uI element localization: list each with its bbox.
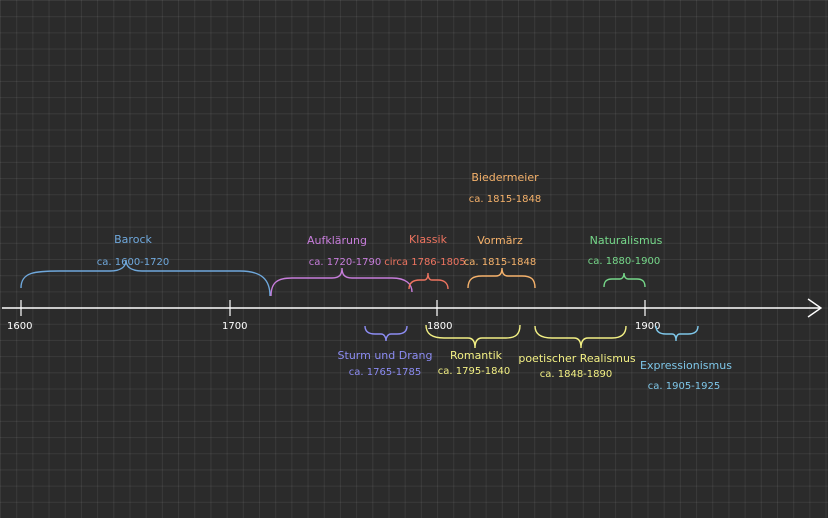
tick-label-1600: 1600: [7, 321, 32, 332]
romantik-range: ca. 1795-1840: [438, 366, 511, 377]
poetischer-realismus-name: poetischer Realismus: [518, 352, 636, 365]
aufklaerung-brace: [270, 267, 413, 297]
sturm-und-drang-name: Sturm und Drang: [338, 349, 433, 362]
naturalismus-name: Naturalismus: [590, 234, 663, 247]
aufklaerung-range: ca. 1720-1790: [309, 257, 382, 268]
sturm-und-drang-brace: [364, 325, 408, 342]
vormaerz-name: Vormärz: [477, 234, 523, 247]
expressionismus-name: Expressionismus: [640, 359, 732, 372]
aufklaerung-name: Aufklärung: [307, 234, 367, 247]
barock-range: ca. 1600-1720: [97, 257, 170, 268]
poetischer-realismus-range: ca. 1848-1890: [540, 369, 613, 380]
klassik-range: circa 1786-1805: [384, 257, 465, 268]
barock-name: Barock: [114, 233, 152, 246]
biedermeier-range: ca. 1815-1848: [469, 194, 542, 205]
klassik-name: Klassik: [409, 233, 448, 246]
vormaerz-brace: [467, 267, 536, 289]
poetischer-realismus-brace: [534, 325, 627, 349]
romantik-name: Romantik: [450, 349, 503, 362]
expressionismus-range: ca. 1905-1925: [648, 381, 721, 392]
timeline-arrowhead: [807, 298, 823, 318]
romantik-brace: [425, 324, 521, 349]
tick-label-1900: 1900: [635, 321, 660, 332]
naturalismus-brace: [603, 272, 646, 288]
biedermeier-name: Biedermeier: [471, 171, 539, 184]
barock-brace: [20, 259, 271, 297]
tick-label-1700: 1700: [222, 321, 247, 332]
expressionismus-brace: [655, 325, 699, 342]
vormaerz-range: ca. 1815-1848: [464, 257, 537, 268]
klassik-brace: [408, 272, 449, 290]
sturm-und-drang-range: ca. 1765-1785: [349, 367, 422, 378]
tick-label-1800: 1800: [427, 321, 452, 332]
naturalismus-range: ca. 1880-1900: [588, 256, 661, 267]
